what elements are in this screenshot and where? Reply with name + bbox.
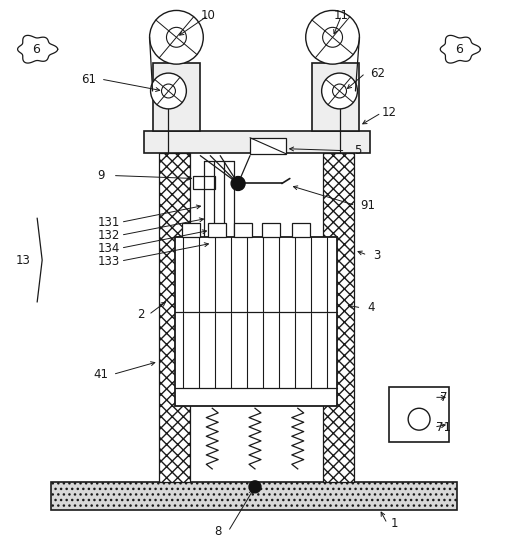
Text: 6: 6 <box>455 43 463 56</box>
Text: 134: 134 <box>98 242 120 254</box>
Circle shape <box>150 10 203 64</box>
Bar <box>292 223 309 237</box>
Bar <box>193 175 215 189</box>
Circle shape <box>161 84 176 98</box>
Text: 133: 133 <box>98 254 120 268</box>
Text: 13: 13 <box>16 253 31 266</box>
Bar <box>176 237 336 406</box>
Text: 2: 2 <box>137 308 145 321</box>
Bar <box>312 63 359 131</box>
Bar <box>323 153 354 482</box>
Text: 132: 132 <box>98 229 120 242</box>
Text: 8: 8 <box>214 525 222 538</box>
Text: 41: 41 <box>93 368 108 381</box>
Text: 9: 9 <box>97 169 104 182</box>
Bar <box>182 223 201 237</box>
Text: 1: 1 <box>390 517 398 530</box>
Circle shape <box>322 73 357 109</box>
Circle shape <box>249 481 261 493</box>
Text: 4: 4 <box>367 301 375 314</box>
Bar <box>234 223 252 237</box>
Circle shape <box>231 176 245 191</box>
Bar <box>208 223 226 237</box>
Text: 61: 61 <box>81 73 96 86</box>
Bar <box>250 138 286 153</box>
Circle shape <box>323 27 343 48</box>
Bar <box>51 482 457 510</box>
Text: 6: 6 <box>32 43 40 56</box>
Text: 3: 3 <box>374 248 381 262</box>
Text: 12: 12 <box>382 106 397 120</box>
Text: 71: 71 <box>436 420 451 434</box>
Circle shape <box>408 408 430 430</box>
Text: 11: 11 <box>334 9 349 22</box>
Text: 5: 5 <box>354 144 361 157</box>
Circle shape <box>166 27 186 48</box>
Text: 10: 10 <box>201 9 216 22</box>
Text: 7: 7 <box>440 391 448 404</box>
Text: 91: 91 <box>360 199 375 212</box>
Bar <box>144 131 371 153</box>
Circle shape <box>332 84 347 98</box>
Circle shape <box>151 73 186 109</box>
Text: 131: 131 <box>98 216 120 229</box>
Text: 62: 62 <box>370 67 385 80</box>
Bar <box>389 387 449 442</box>
Circle shape <box>306 10 359 64</box>
Bar <box>153 63 201 131</box>
Bar <box>262 223 280 237</box>
Bar <box>158 153 190 482</box>
